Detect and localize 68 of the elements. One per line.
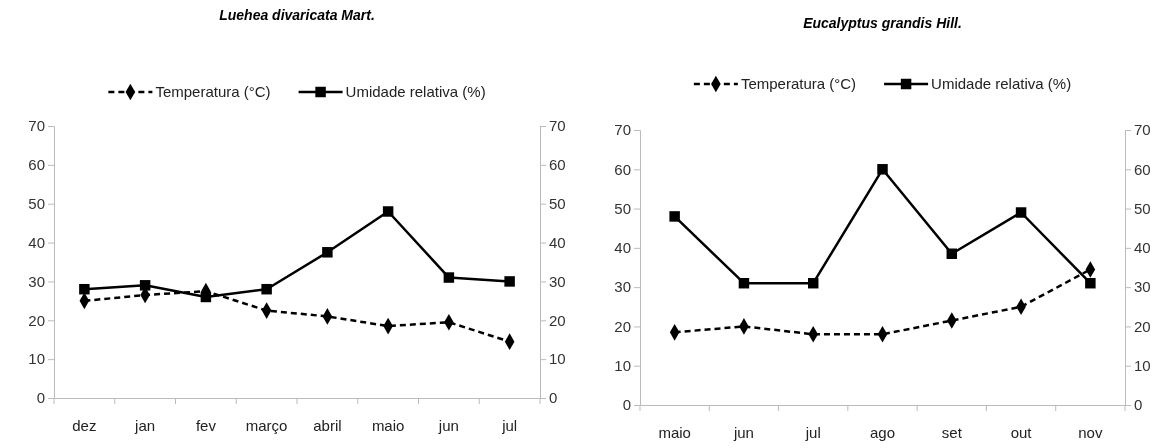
y-tick-label: 20 (28, 311, 45, 329)
y-tick-label: 20 (614, 317, 631, 335)
x-tick-label: out (1010, 423, 1033, 441)
x-tick-label: nov (1078, 423, 1103, 441)
x-tick-label: set (941, 423, 963, 441)
chart-title: Eucalyptus grandis Hill. (803, 15, 962, 31)
y2-tick-label: 0 (549, 389, 558, 407)
y2-tick-label: 50 (549, 195, 566, 213)
y2-tick-label: 60 (549, 156, 566, 174)
y2-tick-label: 50 (1134, 199, 1151, 217)
y-tick-label: 30 (614, 278, 631, 296)
y2-tick-label: 40 (1134, 239, 1151, 257)
y2-tick-label: 20 (1134, 317, 1151, 335)
point (877, 164, 888, 175)
y-tick-label: 0 (36, 389, 45, 407)
chart-title: Luehea divaricata Mart. (219, 7, 375, 23)
x-tick-label: jun (437, 416, 459, 434)
x-tick-label: jul (804, 423, 821, 441)
y2-tick-label: 70 (1134, 121, 1151, 139)
legend-label: Temperatura (°C) (155, 83, 271, 100)
point (139, 280, 151, 291)
point (200, 291, 212, 303)
y-tick-label: 10 (28, 350, 45, 368)
x-tick-label: maio (658, 423, 691, 441)
point (382, 206, 394, 217)
y-tick-label: 10 (614, 357, 631, 375)
x-tick-label: jan (134, 416, 156, 434)
y-tick-label: 40 (28, 233, 45, 251)
y-tick-label: 60 (614, 160, 631, 178)
x-tick-label: jun (732, 423, 754, 441)
y2-tick-label: 0 (1134, 396, 1143, 414)
y2-tick-label: 20 (549, 311, 566, 329)
y-tick-label: 0 (622, 396, 631, 414)
y2-tick-label: 40 (549, 233, 566, 251)
point (1085, 277, 1096, 289)
y2-tick-label: 10 (1134, 357, 1151, 375)
y-tick-label: 30 (28, 272, 45, 290)
y-tick-label: 50 (614, 199, 631, 217)
point (261, 283, 272, 295)
y2-tick-label: 30 (549, 272, 566, 290)
x-tick-label: ago (869, 423, 896, 441)
x-tick-label: março (245, 416, 288, 434)
y2-tick-label: 70 (549, 117, 566, 135)
y-tick-label: 70 (28, 117, 45, 135)
point (669, 211, 680, 222)
point (807, 277, 819, 289)
y-tick-label: 40 (614, 239, 631, 257)
x-tick-label: fev (195, 416, 217, 434)
x-tick-label: maio (371, 416, 405, 434)
legend-label: Umidade relativa (%) (345, 83, 486, 100)
point (1015, 207, 1027, 218)
y2-tick-label: 10 (549, 350, 566, 368)
legend-label: Temperatura (°C) (740, 75, 857, 92)
legend-label: Umidade relativa (%) (931, 75, 1072, 92)
y-tick-label: 60 (28, 156, 45, 174)
point (322, 247, 333, 258)
y-tick-label: 70 (614, 121, 631, 139)
point (946, 248, 958, 259)
x-tick-label: dez (72, 416, 97, 434)
x-tick-label: jul (501, 416, 518, 434)
y2-tick-label: 60 (1134, 160, 1151, 178)
y-tick-label: 50 (28, 195, 45, 213)
x-tick-label: abril (313, 416, 342, 434)
point (443, 272, 455, 283)
point (738, 277, 750, 289)
y2-tick-label: 30 (1134, 278, 1151, 296)
point (504, 276, 515, 287)
point (79, 283, 90, 295)
